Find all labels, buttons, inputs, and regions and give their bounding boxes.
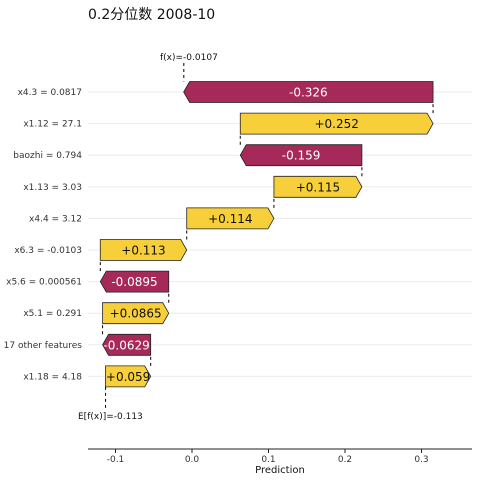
value-label: +0.059	[106, 370, 150, 384]
value-label: +0.113	[121, 244, 165, 258]
bar-positive	[186, 207, 275, 230]
feature-label: 17 other features	[4, 341, 83, 351]
feature-label: x1.12 = 27.1	[23, 120, 82, 130]
grid-lines	[88, 91, 472, 377]
bar-negative	[99, 270, 170, 293]
feature-label: x5.1 = 0.291	[23, 309, 82, 319]
final-value-label: f(x)=-0.0107	[160, 53, 218, 63]
x-axis-ticks: -0.1 0.0 0.1 0.2 0.3	[107, 449, 429, 465]
bar-negative	[183, 81, 434, 103]
feature-labels: x4.3 = 0.0817 x1.12 = 27.1 baozhi = 0.794 x…	[4, 88, 83, 382]
bar-negative	[239, 144, 363, 167]
feature-label: x5.6 = 0.000561	[6, 278, 82, 288]
connector-lines	[99, 63, 434, 410]
base-value-label: E[f(x)]=-0.113	[78, 412, 143, 422]
bar-positive	[99, 239, 188, 261]
x-axis-title: Prediction	[255, 465, 305, 476]
x-tick-label: 0.0	[185, 455, 200, 465]
feature-label: x4.4 = 3.12	[29, 214, 82, 224]
bar-positive	[273, 175, 363, 198]
x-tick-label: -0.1	[107, 455, 125, 465]
value-labels: -0.326 +0.252 -0.159 +0.115 +0.114 +0.113 -0.0…	[103, 86, 358, 384]
value-label: +0.115	[296, 180, 340, 194]
bar-positive	[239, 112, 434, 135]
bar-positive	[102, 302, 170, 325]
bars	[99, 81, 434, 388]
value-label: -0.0895	[111, 275, 157, 289]
feature-label: x4.3 = 0.0817	[18, 88, 82, 98]
value-label: -0.159	[282, 149, 321, 163]
value-label: +0.0865	[110, 307, 162, 321]
value-label: +0.114	[208, 212, 252, 226]
value-label: -0.326	[289, 86, 328, 100]
feature-label: x6.3 = -0.0103	[14, 246, 82, 256]
chart-title: 0.2分位数 2008-10	[88, 7, 215, 23]
x-tick-label: 0.1	[261, 455, 275, 465]
value-label: +0.252	[314, 117, 358, 131]
bar-positive	[105, 365, 152, 388]
value-label: -0.0629	[103, 338, 149, 352]
x-tick-label: 0.3	[414, 455, 428, 465]
feature-label: x1.13 = 3.03	[23, 183, 82, 193]
x-tick-label: 0.2	[338, 455, 352, 465]
bar-negative	[102, 333, 152, 356]
feature-label: x1.18 = 4.18	[23, 372, 82, 382]
feature-label: baozhi = 0.794	[13, 151, 82, 161]
